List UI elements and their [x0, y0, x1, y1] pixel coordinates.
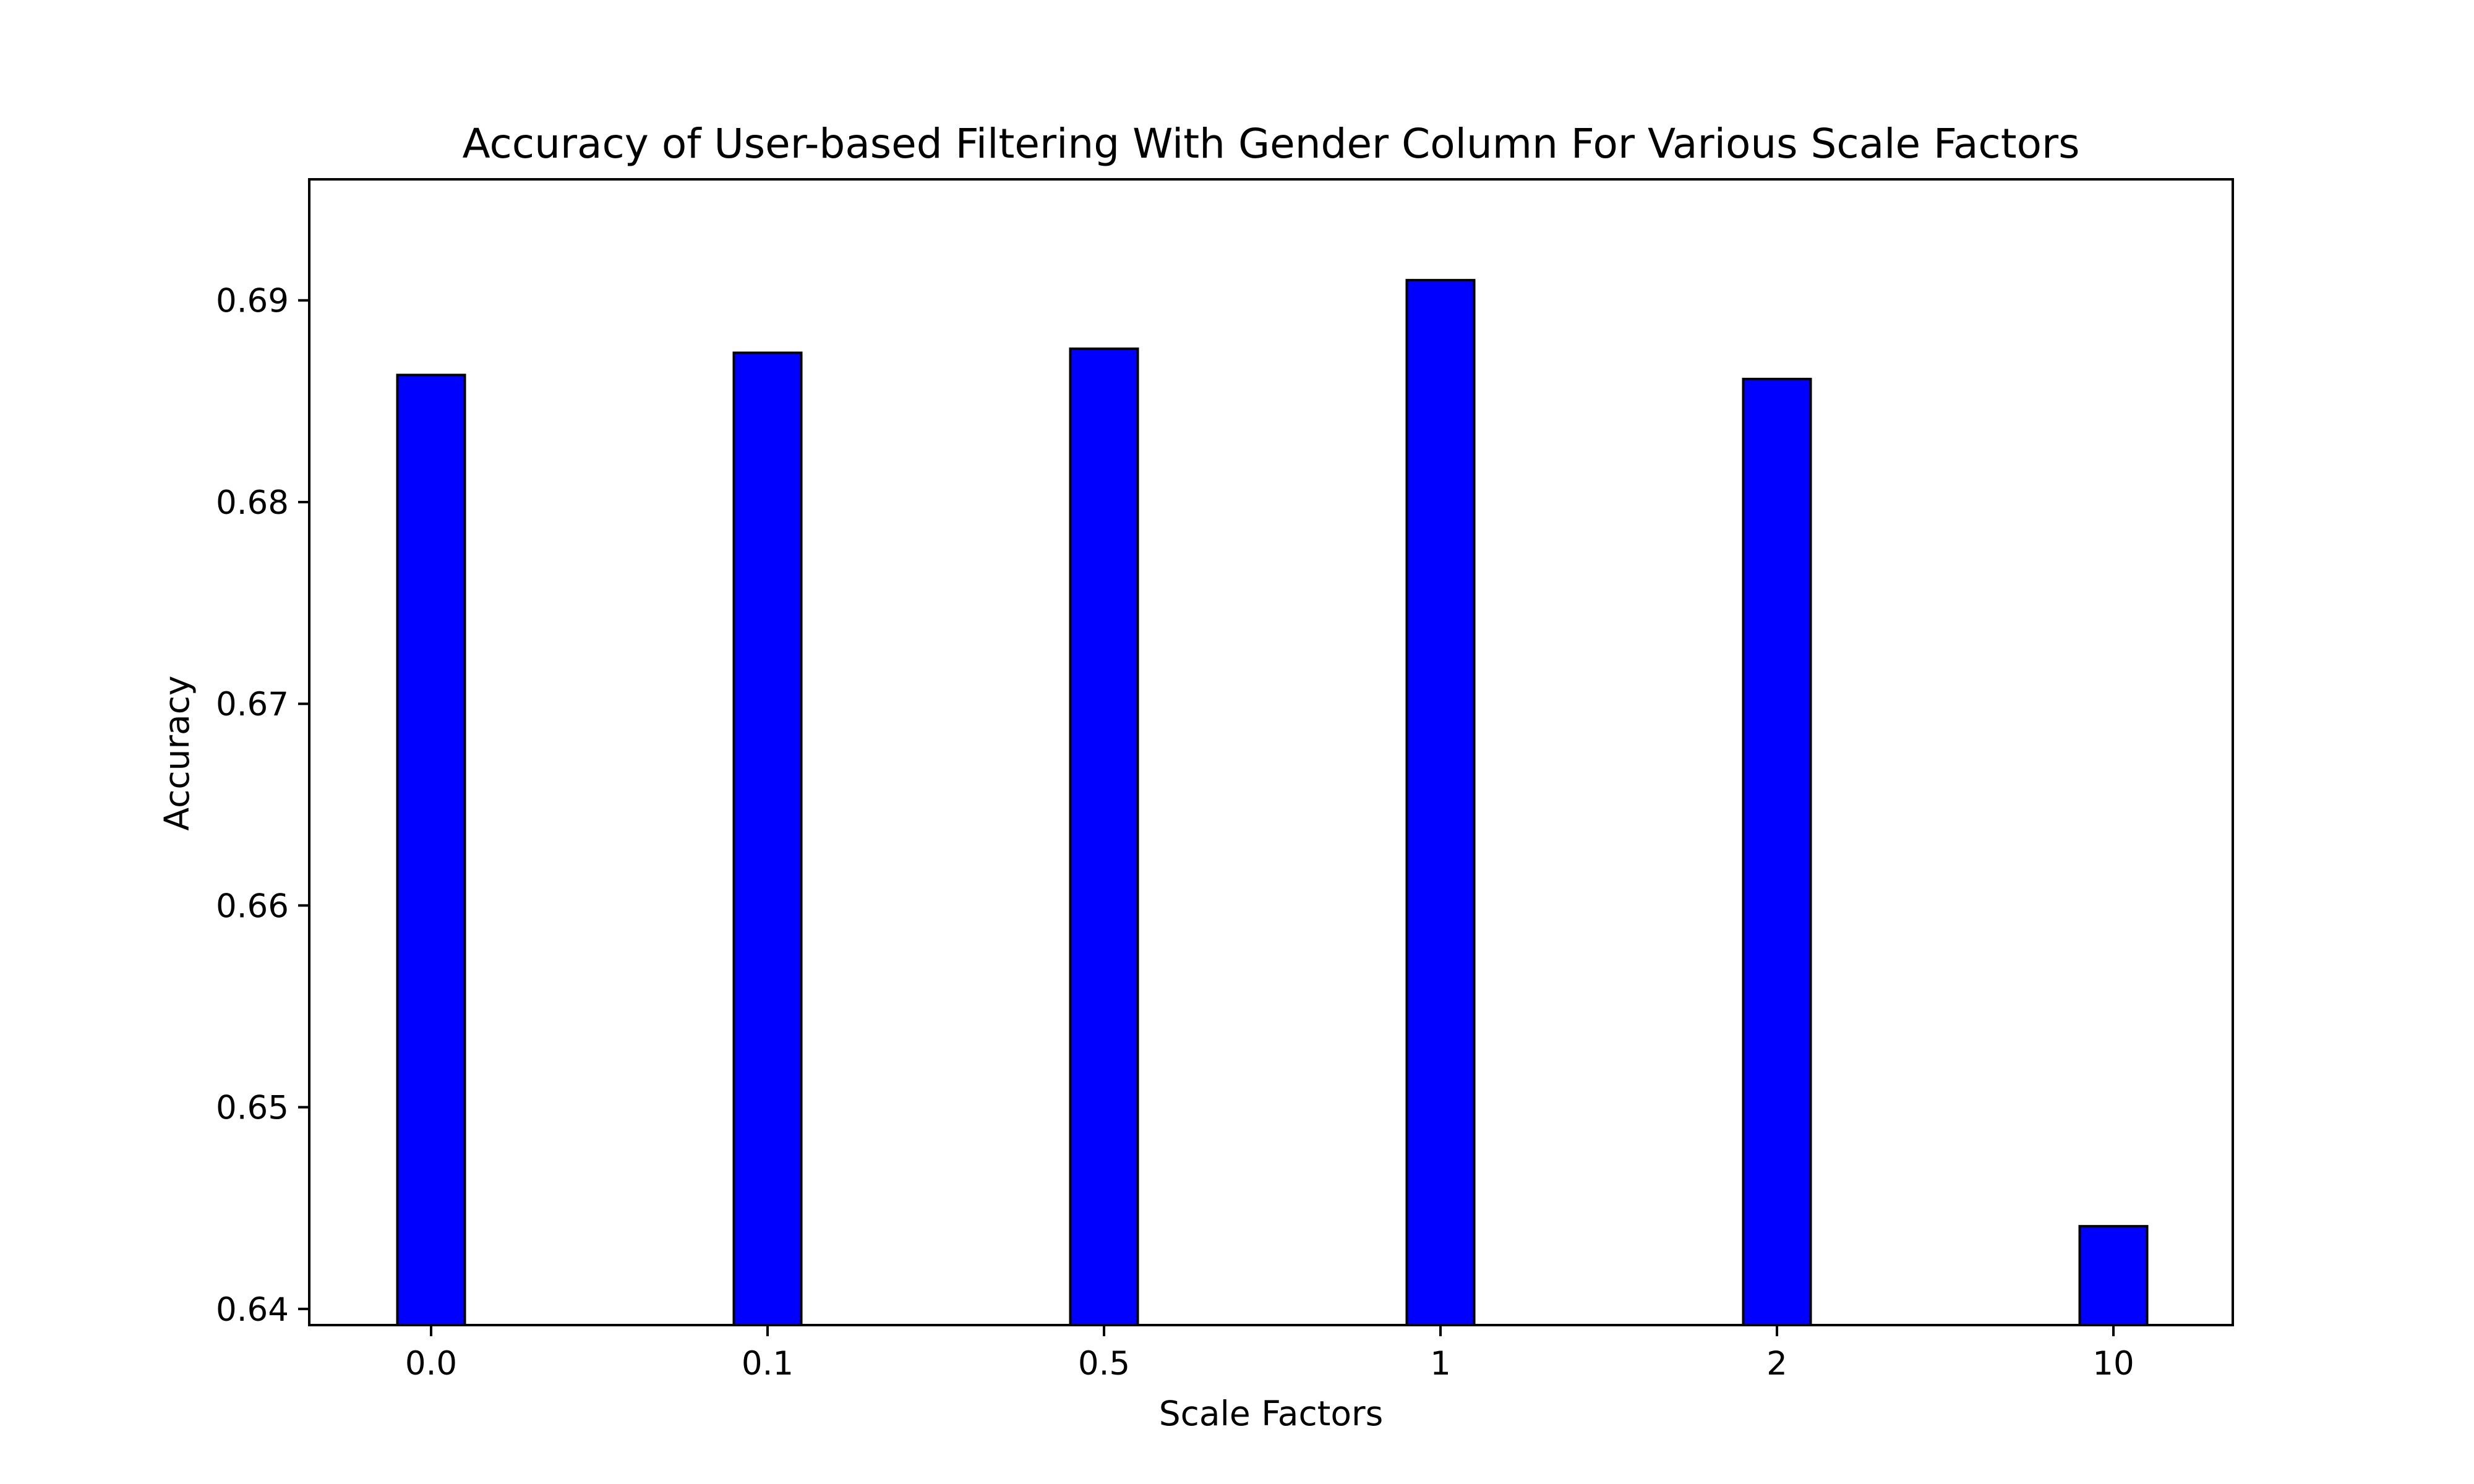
bar-0.0: [396, 373, 466, 1326]
bars-group: [396, 279, 2149, 1327]
bar-0.1: [732, 351, 803, 1327]
bar-0.5: [1069, 348, 1139, 1327]
y-tick-label: 0.68: [216, 484, 289, 522]
y-tick-label: 0.69: [216, 283, 289, 320]
y-axis-label: Accuracy: [157, 675, 197, 830]
chart-title: Accuracy of User-based Filtering With Ge…: [463, 120, 2080, 168]
y-tick-label: 0.67: [216, 686, 289, 723]
bar-2: [1742, 377, 1812, 1326]
y-tick-label: 0.65: [216, 1090, 289, 1127]
x-tick-label: 0.1: [742, 1345, 794, 1383]
y-axis-ticks: 0.64 0.65 0.66 0.67 0.68 0.69: [216, 283, 309, 1329]
bar-1: [1405, 279, 1476, 1326]
y-tick-label: 0.64: [216, 1291, 289, 1329]
x-tick-label: 0.5: [1078, 1345, 1130, 1383]
y-tick-label: 0.66: [216, 887, 289, 925]
x-axis-label: Scale Factors: [1159, 1394, 1383, 1433]
x-tick-label: 2: [1766, 1345, 1787, 1383]
x-tick-label: 0.0: [405, 1345, 457, 1383]
bar-10: [2078, 1225, 2149, 1326]
axes-frame: [308, 178, 2234, 1326]
x-tick-label: 1: [1430, 1345, 1451, 1383]
x-tick-label: 10: [2092, 1345, 2134, 1383]
x-axis-ticks: 0.0 0.1 0.5 1 2 10: [405, 1325, 2134, 1383]
